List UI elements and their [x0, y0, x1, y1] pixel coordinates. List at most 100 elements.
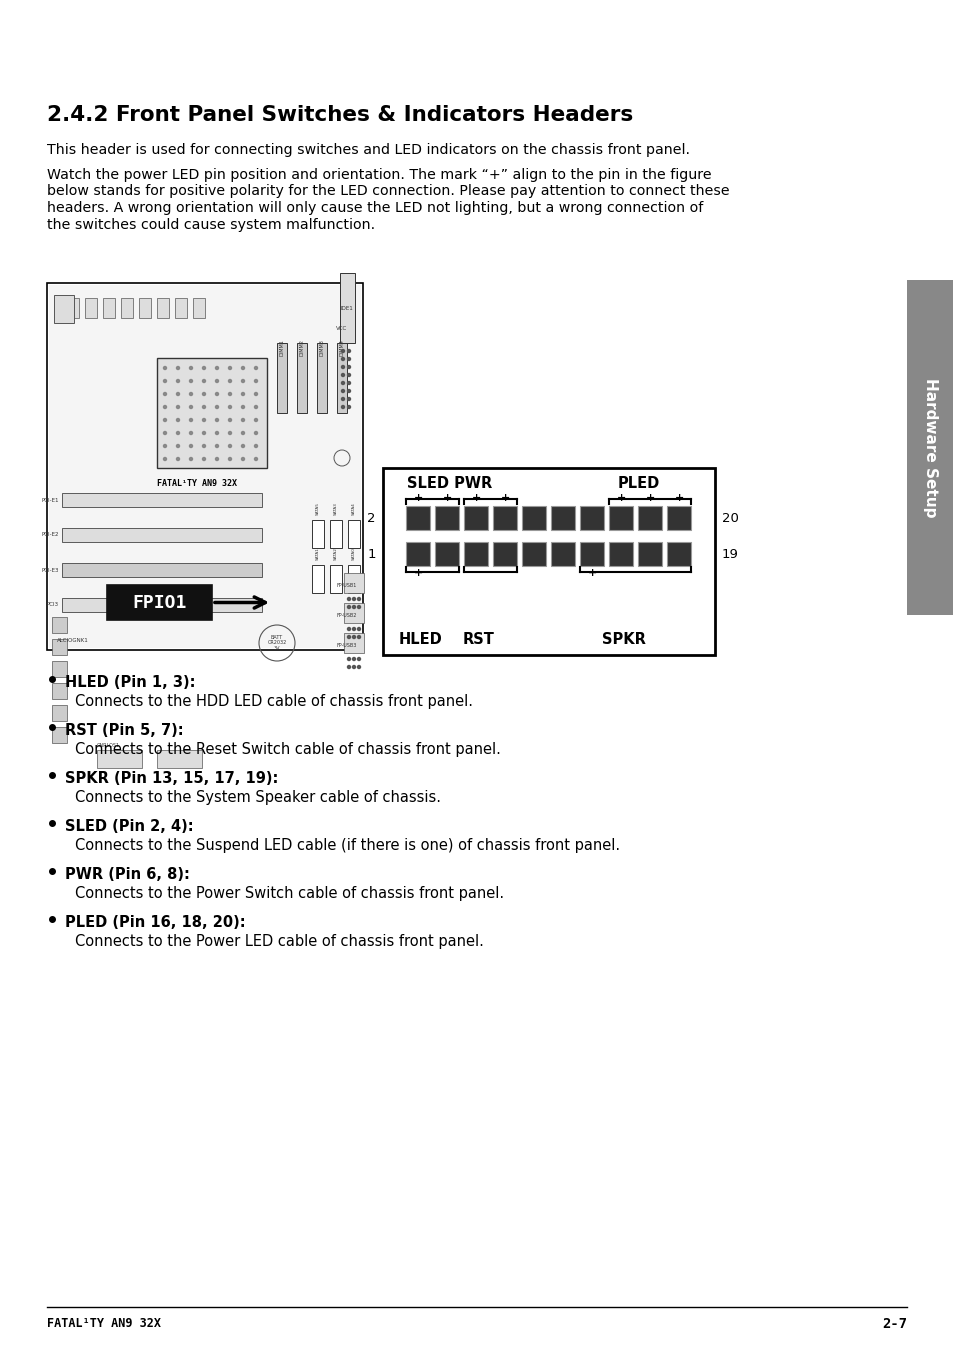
Bar	[276, 343, 287, 412]
Text: +: +	[414, 493, 423, 503]
Text: FATAL¹TY AN9 32X: FATAL¹TY AN9 32X	[47, 1317, 161, 1330]
Text: PCI3: PCI3	[47, 603, 59, 607]
Circle shape	[254, 406, 257, 408]
Circle shape	[347, 365, 350, 369]
Circle shape	[341, 373, 344, 376]
Bar	[52, 661, 67, 677]
Circle shape	[176, 445, 179, 448]
Text: VCC: VCC	[336, 326, 347, 330]
Bar	[107, 585, 212, 621]
Bar	[344, 573, 364, 594]
Bar	[174, 297, 187, 318]
Circle shape	[176, 366, 179, 369]
Circle shape	[347, 350, 350, 353]
Circle shape	[163, 431, 167, 434]
Bar	[336, 343, 347, 412]
Bar	[316, 343, 327, 412]
Circle shape	[229, 419, 232, 422]
Circle shape	[176, 406, 179, 408]
Bar	[906, 280, 953, 615]
Bar	[296, 343, 307, 412]
Circle shape	[352, 657, 355, 661]
Circle shape	[341, 406, 344, 408]
Bar	[493, 542, 517, 566]
Circle shape	[215, 445, 218, 448]
Text: Connects to the Power LED cable of chassis front panel.: Connects to the Power LED cable of chass…	[75, 934, 483, 949]
Text: SATA0: SATA0	[352, 548, 355, 560]
Circle shape	[163, 457, 167, 461]
Circle shape	[163, 419, 167, 422]
Text: +: +	[442, 493, 452, 503]
Text: SATA1: SATA1	[315, 548, 319, 560]
Circle shape	[241, 431, 244, 434]
Circle shape	[241, 366, 244, 369]
Text: SATA4: SATA4	[352, 502, 355, 515]
Circle shape	[190, 445, 193, 448]
Circle shape	[215, 431, 218, 434]
Circle shape	[215, 406, 218, 408]
Bar	[62, 598, 262, 612]
Bar	[382, 468, 714, 654]
Circle shape	[341, 389, 344, 392]
Text: below stands for positive polarity for the LED connection. Please pay attention : below stands for positive polarity for t…	[47, 184, 729, 199]
Circle shape	[347, 606, 350, 608]
Circle shape	[202, 380, 205, 383]
Text: 2: 2	[367, 511, 375, 525]
Circle shape	[254, 445, 257, 448]
Bar	[344, 633, 364, 653]
Text: Connects to the Power Switch cable of chassis front panel.: Connects to the Power Switch cable of ch…	[75, 886, 503, 900]
Text: DIMM2: DIMM2	[299, 339, 304, 357]
Text: PCI-E2: PCI-E2	[42, 533, 59, 538]
Bar	[62, 529, 262, 542]
Circle shape	[347, 665, 350, 668]
Text: FATAL¹TY AN9 32X: FATAL¹TY AN9 32X	[157, 479, 236, 488]
Circle shape	[229, 445, 232, 448]
Circle shape	[176, 419, 179, 422]
Bar	[667, 542, 691, 566]
Circle shape	[357, 606, 360, 608]
Text: +: +	[500, 493, 510, 503]
Circle shape	[202, 392, 205, 396]
Circle shape	[229, 431, 232, 434]
Bar	[348, 565, 359, 594]
Bar	[435, 506, 459, 530]
Circle shape	[163, 445, 167, 448]
Text: RST: RST	[462, 631, 495, 648]
Text: +: +	[414, 568, 423, 579]
Bar	[330, 521, 341, 548]
Circle shape	[347, 397, 350, 400]
Text: PCI-E3: PCI-E3	[42, 568, 59, 572]
Text: SATA5: SATA5	[315, 502, 319, 515]
Circle shape	[357, 598, 360, 600]
Text: CNRLOS1: CNRLOS1	[97, 744, 120, 748]
Text: Connects to the Reset Switch cable of chassis front panel.: Connects to the Reset Switch cable of ch…	[75, 742, 500, 757]
Circle shape	[229, 380, 232, 383]
Circle shape	[341, 350, 344, 353]
Text: RST (Pin 5, 7):: RST (Pin 5, 7):	[65, 723, 183, 738]
Bar	[579, 506, 604, 530]
Bar	[344, 603, 364, 623]
Bar	[609, 506, 633, 530]
Bar	[157, 297, 169, 318]
Bar	[522, 506, 546, 530]
Circle shape	[357, 657, 360, 661]
Circle shape	[163, 366, 167, 369]
Text: +: +	[472, 493, 480, 503]
Text: +: +	[587, 568, 597, 579]
Circle shape	[215, 366, 218, 369]
Circle shape	[202, 457, 205, 461]
Bar	[52, 683, 67, 699]
Text: HLED: HLED	[398, 631, 442, 648]
Circle shape	[163, 392, 167, 396]
Bar	[638, 542, 661, 566]
Bar	[62, 562, 262, 577]
Circle shape	[190, 457, 193, 461]
Circle shape	[352, 635, 355, 638]
Circle shape	[241, 406, 244, 408]
Circle shape	[229, 366, 232, 369]
Circle shape	[163, 380, 167, 383]
Circle shape	[341, 381, 344, 384]
Circle shape	[347, 389, 350, 392]
Text: PLED: PLED	[617, 476, 659, 491]
Circle shape	[176, 392, 179, 396]
